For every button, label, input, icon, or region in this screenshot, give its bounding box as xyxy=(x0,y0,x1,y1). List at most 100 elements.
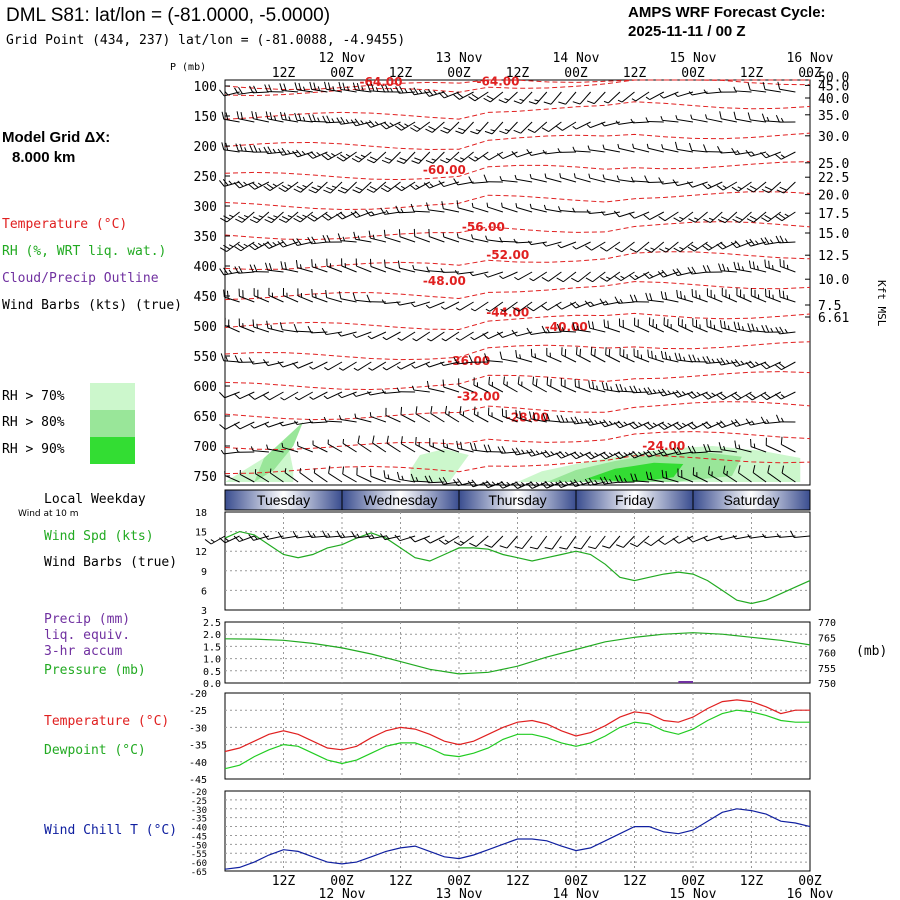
barb-flag xyxy=(399,85,404,94)
barb-shaft xyxy=(506,535,518,549)
barb-shaft xyxy=(256,211,270,224)
barb-flag xyxy=(442,232,445,238)
cross-section-wind-barb xyxy=(691,288,708,303)
isotherm-label: -28.00 xyxy=(506,410,549,424)
cross-section-wind-barb xyxy=(309,361,328,370)
barb-flag xyxy=(365,121,372,128)
barb-flag xyxy=(637,349,639,358)
barb-shaft xyxy=(371,361,387,371)
barb-flag xyxy=(687,445,693,454)
barb-flag xyxy=(749,185,757,190)
barb-flag xyxy=(663,317,665,326)
barb-flag xyxy=(288,116,291,121)
cross-section-wind-barb xyxy=(676,289,694,303)
bottom-time-tick-label: 12Z xyxy=(740,874,764,889)
barb-flag xyxy=(411,303,415,308)
barb-shaft xyxy=(649,324,665,333)
temperature-line xyxy=(224,699,810,753)
barb-flag xyxy=(514,174,517,180)
cross-section-wind-barb xyxy=(297,288,313,303)
cross-section-wind-barb xyxy=(467,479,489,488)
cross-section-wind-barb xyxy=(599,476,620,485)
barb-flag xyxy=(325,152,332,159)
barb-flag xyxy=(747,323,751,331)
cross-section-wind-barb xyxy=(323,391,343,400)
barb-flag xyxy=(296,185,304,191)
barb-flag xyxy=(427,89,434,96)
pressure-tick-label: 550 xyxy=(194,350,217,365)
barb-flag xyxy=(442,439,445,447)
barb-shaft xyxy=(489,301,504,312)
barb-flag xyxy=(753,443,756,449)
cross-section-wind-barb xyxy=(338,391,357,399)
surface-wind-barb xyxy=(529,535,548,550)
barb-flag xyxy=(418,441,420,447)
cross-section-wind-barb xyxy=(690,114,708,123)
barb-shaft xyxy=(633,147,650,153)
cross-section-wind-barb xyxy=(351,151,372,163)
barb-flag xyxy=(572,245,577,250)
barb-shaft xyxy=(285,211,299,223)
cross-section-wind-barb xyxy=(485,235,503,243)
cross-section-wind-barb xyxy=(717,211,738,224)
barb-shaft xyxy=(342,361,357,371)
cross-section-wind-barb xyxy=(223,289,240,303)
top-date-label: 16 Nov xyxy=(787,51,834,66)
barb-flag xyxy=(555,303,563,310)
barb-flag xyxy=(603,476,609,484)
cross-section-wind-barb xyxy=(645,117,664,123)
cross-section-wind-barb xyxy=(309,391,328,400)
barb-flag xyxy=(549,352,551,358)
barb-flag xyxy=(296,215,304,220)
barb-flag xyxy=(572,101,581,105)
barb-flag xyxy=(774,393,782,400)
barb-flag xyxy=(257,182,263,187)
cross-section-wind-barb xyxy=(220,211,240,223)
barb-shaft xyxy=(359,181,372,194)
barb-flag xyxy=(766,116,770,122)
barb-flag xyxy=(615,120,620,125)
cross-section-wind-barb xyxy=(327,439,343,453)
cross-section-wind-barb xyxy=(672,421,694,430)
barb-flag xyxy=(277,531,283,539)
cross-section-wind-barb xyxy=(264,262,284,273)
cross-section-wind-barb xyxy=(483,444,503,453)
barb-flag xyxy=(253,288,255,296)
barb-flag xyxy=(397,260,401,269)
barb-flag xyxy=(499,275,504,279)
barb-shaft xyxy=(488,331,504,340)
windchill-line xyxy=(224,808,811,870)
barb-flag xyxy=(384,259,386,268)
barb-flag xyxy=(336,213,343,220)
barb-flag xyxy=(703,218,711,224)
barb-flag xyxy=(292,362,299,369)
barb-flag xyxy=(750,288,752,296)
barb-flag xyxy=(685,324,687,329)
barb-flag xyxy=(297,441,299,447)
barb-flag xyxy=(703,443,707,452)
cross-section-wind-barb xyxy=(599,419,621,428)
barb-flag xyxy=(652,422,657,427)
barb-flag xyxy=(679,216,684,220)
height-tick-label: 15.0 xyxy=(818,227,849,242)
cross-section-wind-barb xyxy=(279,111,299,123)
barb-shaft xyxy=(634,324,650,333)
barb-flag xyxy=(426,202,430,210)
barb-flag xyxy=(267,146,273,154)
cross-section-wind-barb xyxy=(646,143,664,153)
barb-flag xyxy=(514,276,519,281)
cross-section-wind-barb xyxy=(527,240,547,246)
cross-section-wind-barb xyxy=(750,438,767,453)
barb-flag xyxy=(561,347,563,355)
barb-flag xyxy=(731,147,737,155)
cross-section-wind-barb xyxy=(586,209,606,214)
barb-flag xyxy=(339,154,347,160)
cross-section-wind-barb xyxy=(440,121,460,134)
barb-flag xyxy=(737,322,741,330)
cross-section-wind-barb xyxy=(605,347,621,363)
barb-flag xyxy=(506,381,508,387)
barb-shaft xyxy=(677,451,694,456)
barb-shaft xyxy=(619,325,635,333)
cross-section-wind-barb xyxy=(718,442,737,453)
temperature-tick-label: -40 xyxy=(189,758,207,769)
